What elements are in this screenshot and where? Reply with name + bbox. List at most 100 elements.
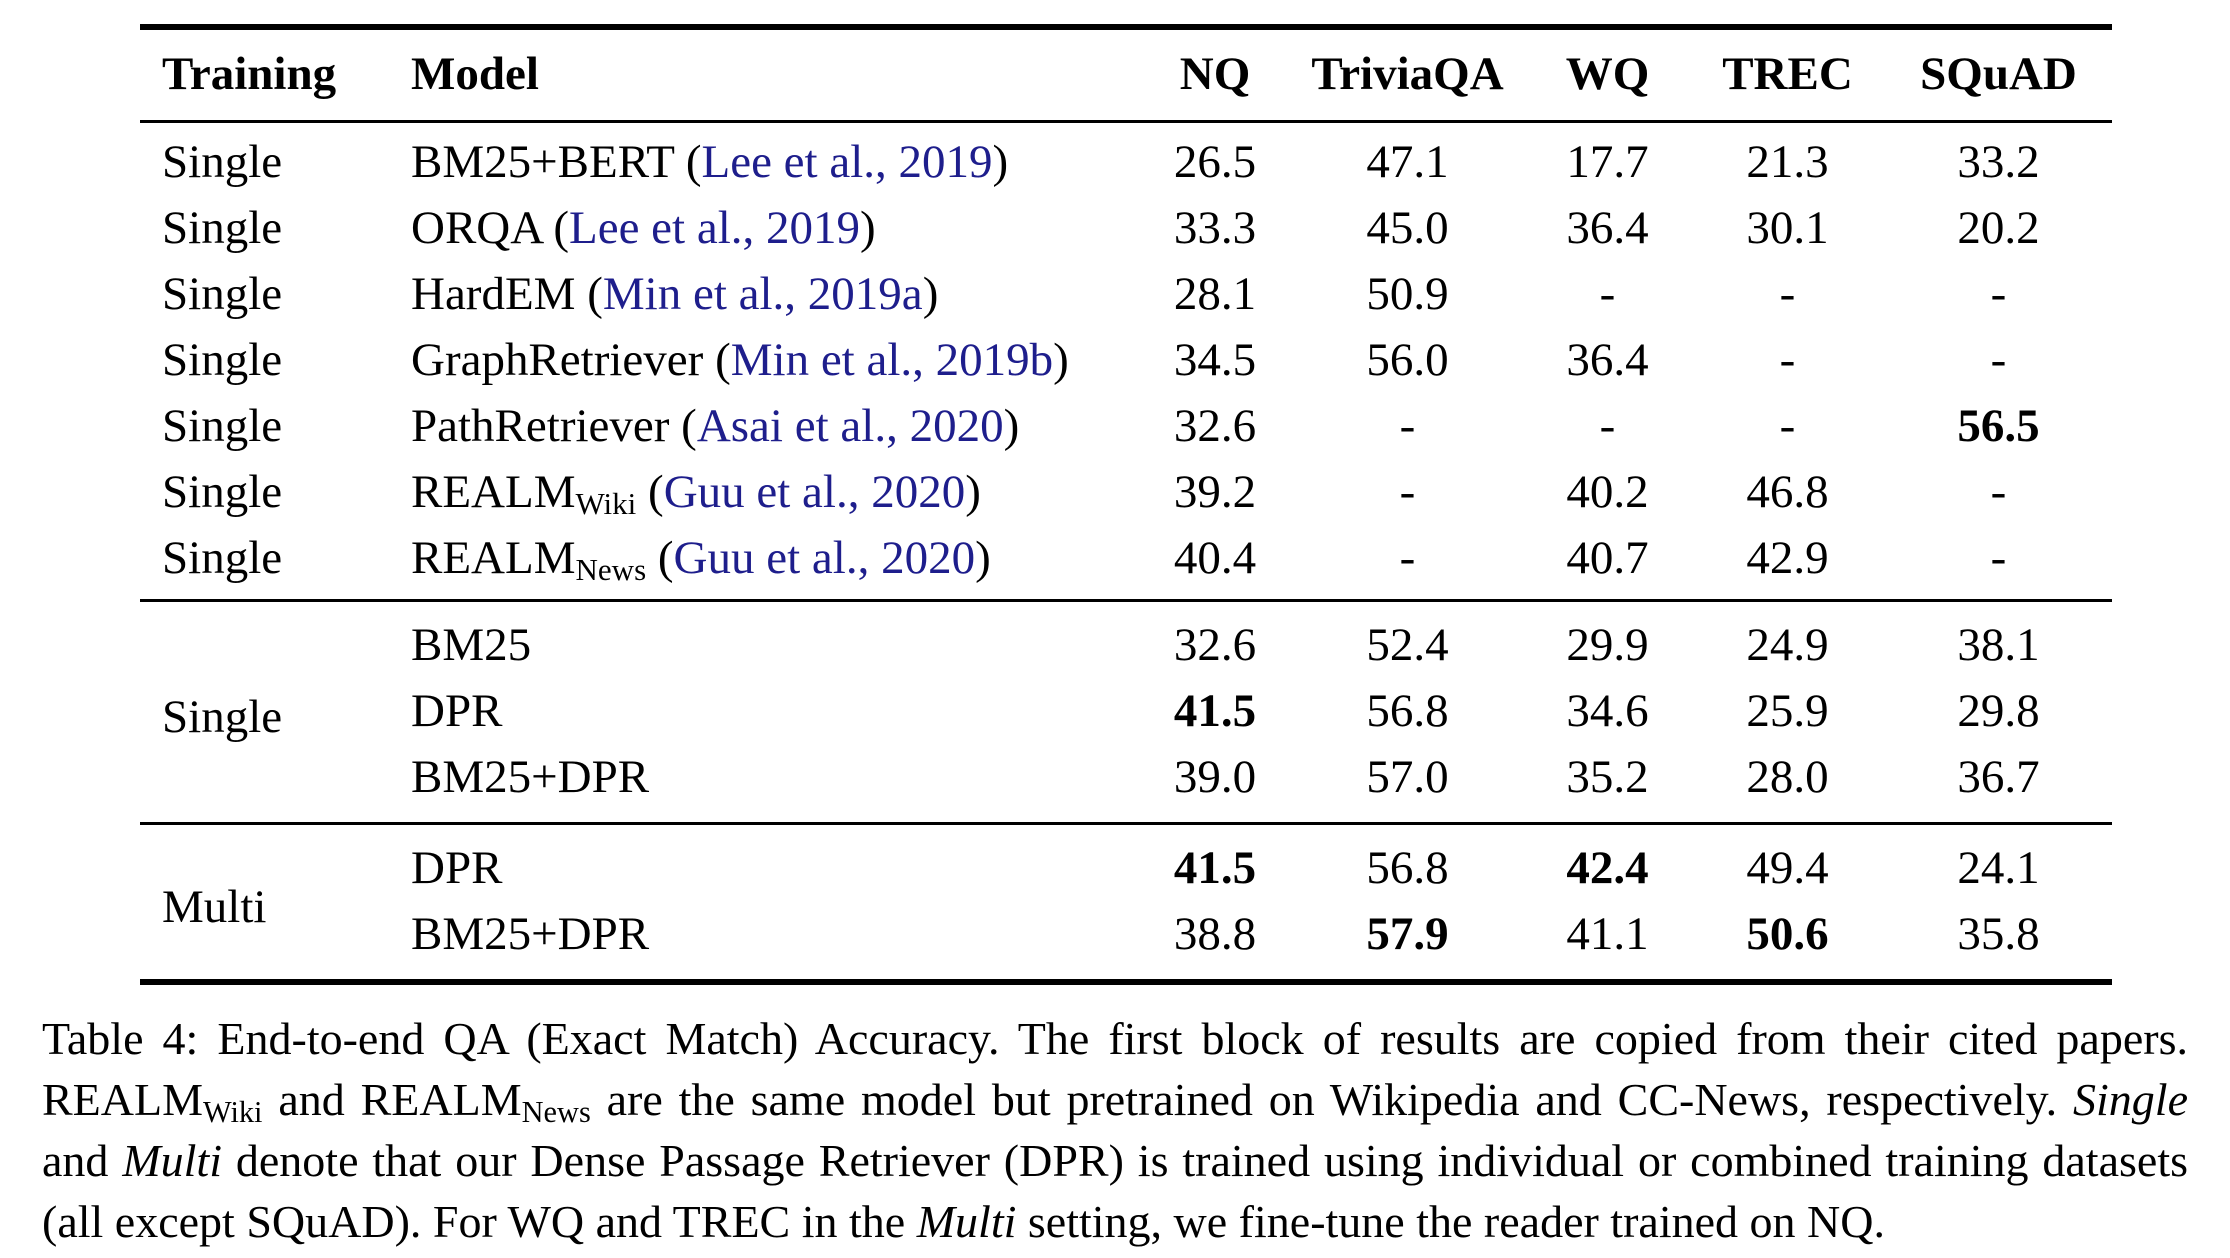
caption-text: denote that our Dense Passage Retriever … [42,1135,2188,1247]
model-name: BM25+BERT [411,136,675,189]
caption-italic-multi: Multi [916,1196,1017,1247]
value-cell-triviaqa: 56.8 [1366,842,1449,895]
value-cell-squad: 24.1 [1957,842,2040,895]
model-cell: HardEM (Min et al., 2019a) [405,262,1140,328]
table-caption: Table 4: End-to-end QA (Exact Match) Acc… [42,1008,2188,1252]
citation-link[interactable]: Min et al., 2019b [730,334,1054,387]
column-header-training: Training [140,27,405,123]
citation-link[interactable]: Min et al., 2019a [602,268,923,321]
value-cell-trec: - [1779,400,1796,453]
model-name: REALM [411,532,576,585]
training-cell: Single [162,136,283,189]
table-row: Single ORQA (Lee et al., 2019) 33.3 45.0… [140,196,2112,262]
value-cell-trec: 49.4 [1746,842,1829,895]
caption-text: and REALM [262,1074,522,1125]
column-header-wq: WQ [1525,27,1690,123]
value-cell-nq: 33.3 [1173,202,1257,255]
model-cell: REALMNews (Guu et al., 2020) [405,526,1140,601]
value-cell-nq: 39.2 [1173,466,1257,519]
value-cell-trec: 24.9 [1746,619,1829,672]
table-row: Multi DPR 41.5 56.8 42.4 49.4 24.1 [140,824,2112,932]
citation-link[interactable]: Guu et al., 2020 [663,466,966,519]
value-cell-squad: - [1990,268,2007,321]
training-cell-multi: Multi [162,880,267,933]
value-cell-trec: 46.8 [1746,466,1829,519]
model-cell: BM25 [405,601,1140,680]
column-header-trec: TREC [1690,27,1885,123]
citation-open-paren: ( [541,202,569,255]
results-table-area: Training Model NQ TriviaQA WQ TREC SQuAD… [140,24,2112,985]
value-cell-nq: 41.5 [1173,685,1257,738]
table-row: DPR 41.5 56.8 34.6 25.9 29.8 [140,679,2112,745]
model-name: BM25+DPR [411,751,650,804]
value-cell-squad: - [1990,532,2007,585]
model-cell: ORQA (Lee et al., 2019) [405,196,1140,262]
value-cell-trec: 25.9 [1746,685,1829,738]
table-row: Single REALMWiki (Guu et al., 2020) 39.2… [140,460,2112,526]
model-name: ORQA [411,202,542,255]
value-cell-wq: 42.4 [1566,842,1649,895]
value-cell-trec: - [1779,334,1796,387]
citation-close-paren: ) [860,202,876,255]
training-cell: Single [162,268,283,321]
model-name: DPR [411,842,503,895]
citation-open-paren: ( [703,334,731,387]
caption-italic-multi: Multi [122,1135,222,1186]
value-cell-nq: 38.8 [1173,908,1257,961]
value-cell-trec: 28.0 [1746,751,1829,804]
training-cell: Single [162,532,283,585]
model-cell: BM25+DPR [405,745,1140,824]
value-cell-squad: - [1990,334,2007,387]
value-cell-triviaqa: - [1399,466,1416,519]
model-name: GraphRetriever [411,334,704,387]
results-table: Training Model NQ TriviaQA WQ TREC SQuAD… [140,24,2112,985]
value-cell-nq: 39.0 [1173,751,1257,804]
citation-close-paren: ) [975,532,991,585]
training-cell: Single [162,334,283,387]
model-cell: GraphRetriever (Min et al., 2019b) [405,328,1140,394]
value-cell-triviaqa: 50.9 [1366,268,1449,321]
citation-link[interactable]: Guu et al., 2020 [673,532,976,585]
training-cell-single: Single [162,690,283,743]
value-cell-wq: 40.2 [1566,466,1649,519]
value-cell-triviaqa: 52.4 [1366,619,1449,672]
model-cell: DPR [405,679,1140,745]
value-cell-wq: 36.4 [1566,202,1649,255]
model-subscript: News [575,551,647,587]
value-cell-squad: - [1990,466,2007,519]
value-cell-nq: 28.1 [1173,268,1257,321]
value-cell-nq: 40.4 [1173,532,1257,585]
value-cell-wq: 36.4 [1566,334,1649,387]
value-cell-triviaqa: 56.8 [1366,685,1449,738]
citation-link[interactable]: Lee et al., 2019 [701,136,993,189]
caption-text: are the same model but pretrained on Wik… [590,1074,2074,1125]
value-cell-trec: 42.9 [1746,532,1829,585]
value-cell-wq: 29.9 [1566,619,1649,672]
value-cell-nq: 34.5 [1173,334,1257,387]
value-cell-triviaqa: 57.0 [1366,751,1449,804]
value-cell-nq: 41.5 [1173,842,1257,895]
citation-link[interactable]: Asai et al., 2020 [696,400,1004,453]
block-single-training: Single BM25 32.6 52.4 29.9 24.9 38.1 DPR… [140,600,2112,824]
model-cell: REALMWiki (Guu et al., 2020) [405,460,1140,526]
caption-italic-single: Single [2073,1074,2189,1125]
column-header-model: Model [405,27,1140,123]
model-name: BM25 [411,619,532,672]
citation-link[interactable]: Lee et al., 2019 [569,202,861,255]
table-row: Single BM25+BERT (Lee et al., 2019) 26.5… [140,122,2112,197]
model-cell: BM25+DPR [405,902,1140,982]
value-cell-trec: - [1779,268,1796,321]
caption-subscript-wiki: Wiki [203,1094,263,1129]
table-row: BM25+DPR 39.0 57.0 35.2 28.0 36.7 [140,745,2112,824]
citation-open-paren: ( [674,136,702,189]
value-cell-triviaqa: 45.0 [1366,202,1449,255]
value-cell-triviaqa: 47.1 [1366,136,1449,189]
value-cell-triviaqa: 57.9 [1366,908,1449,961]
model-cell: DPR [405,824,1140,903]
block-cited-results: Single BM25+BERT (Lee et al., 2019) 26.5… [140,122,2112,601]
value-cell-triviaqa: - [1399,532,1416,585]
column-header-squad: SQuAD [1885,27,2112,123]
model-name: DPR [411,685,503,738]
value-cell-triviaqa: - [1399,400,1416,453]
training-cell: Single [162,202,283,255]
